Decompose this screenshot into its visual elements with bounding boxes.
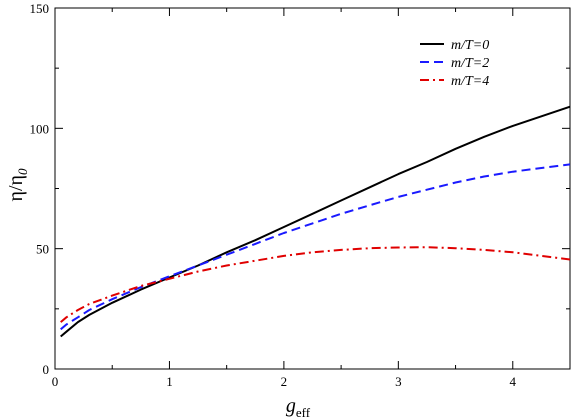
y-axis-label-subscript: 0	[15, 168, 30, 175]
y-tick-label: 100	[30, 121, 50, 136]
y-tick-label: 50	[36, 242, 49, 257]
y-tick-label: 150	[30, 1, 50, 16]
x-tick-label: 0	[52, 374, 59, 389]
legend-label-1: m/T=0	[451, 38, 489, 53]
series-line-1	[60, 105, 571, 338]
x-axis-label-subscript: eff	[296, 405, 311, 420]
y-axis-ticks: 0 50 100 150	[30, 1, 570, 377]
plot-frame	[54, 7, 571, 370]
x-tick-label: 4	[510, 374, 517, 389]
x-axis-label-main: g	[286, 395, 296, 417]
x-tick-label: 2	[281, 374, 288, 389]
x-tick-label: 3	[395, 374, 402, 389]
legend-label-2: m/T=2	[451, 56, 489, 71]
series-layer	[60, 105, 571, 338]
y-tick-label: 0	[43, 362, 50, 377]
x-axis-ticks: 0 1 2 3 4	[52, 8, 571, 389]
y-axis-label-main: η/η	[5, 175, 27, 201]
x-tick-label: 1	[166, 374, 173, 389]
series-line-3	[60, 246, 571, 323]
series-line-2	[60, 163, 571, 331]
x-axis-label: geff	[286, 395, 311, 420]
legend: m/T=0 m/T=2 m/T=4	[420, 38, 489, 89]
plot-area	[54, 7, 571, 370]
y-axis-label: η/η0	[5, 168, 30, 201]
legend-label-3: m/T=4	[451, 74, 489, 89]
